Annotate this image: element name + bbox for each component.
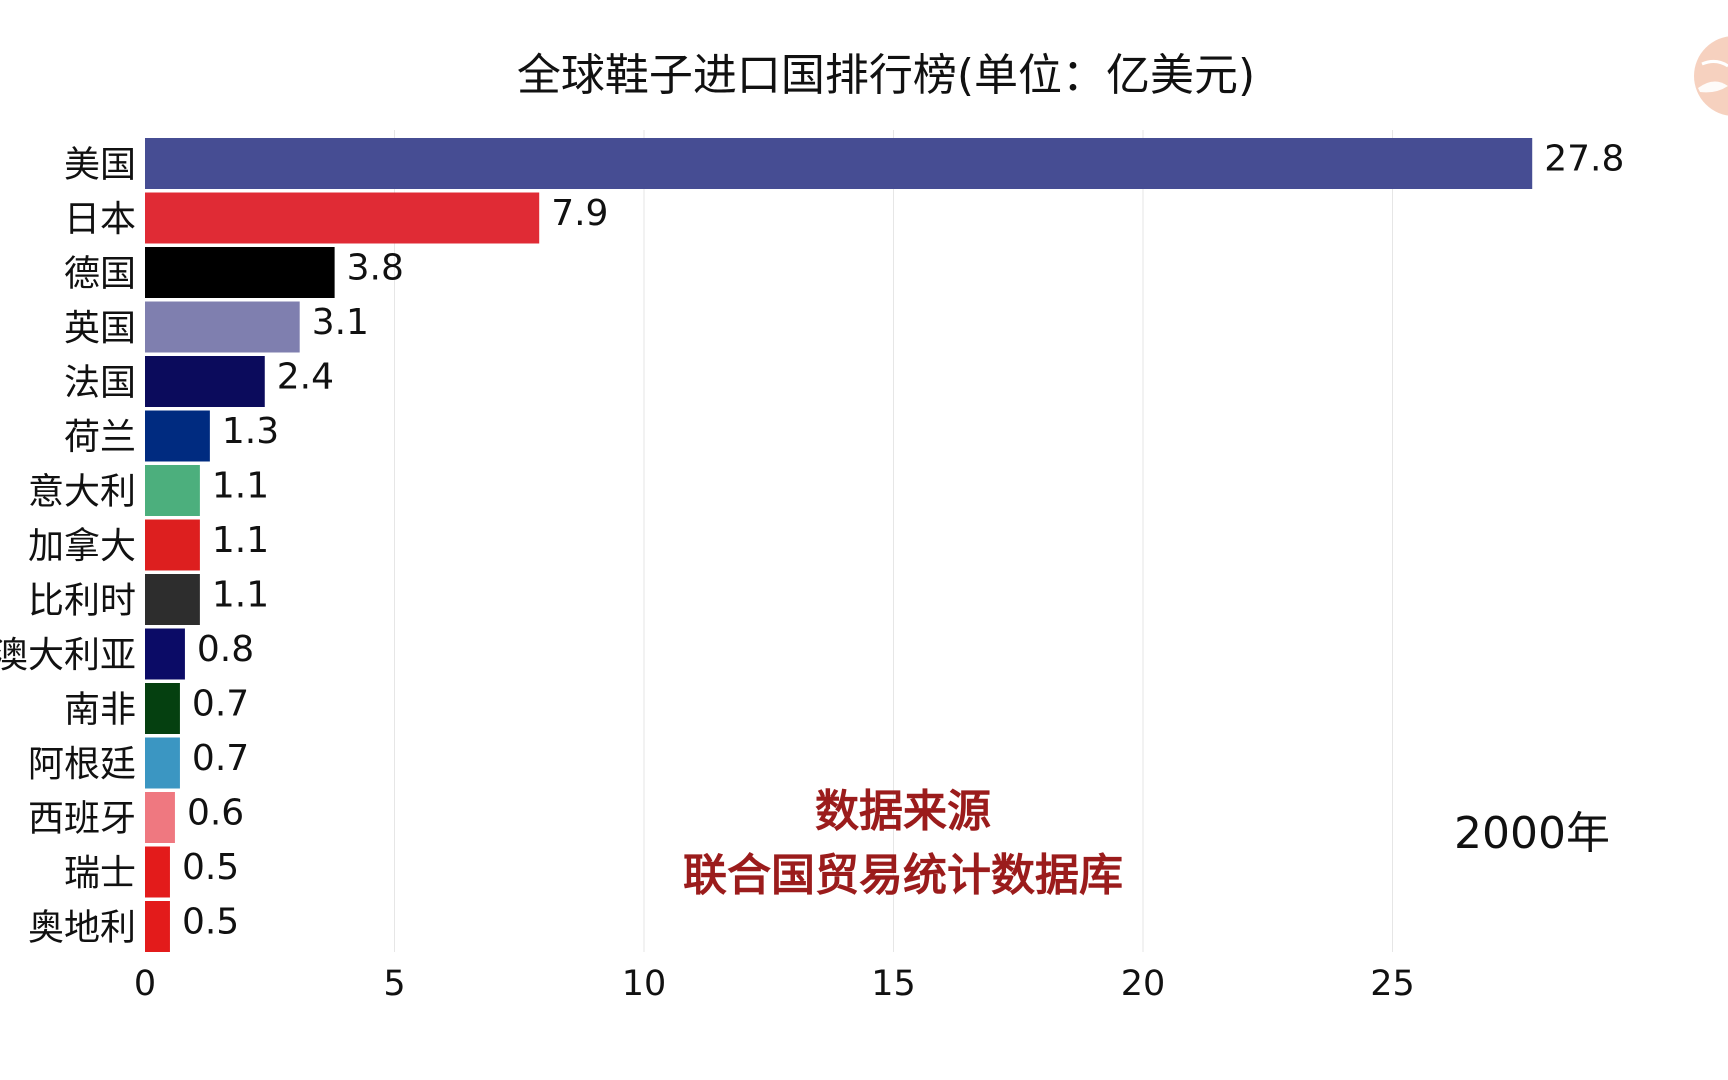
category-label: 意大利 (28, 472, 136, 513)
bar (145, 574, 200, 625)
value-label: 3.1 (312, 302, 369, 343)
category-label: 德国 (64, 254, 136, 295)
bar (145, 356, 265, 407)
category-label: 英国 (64, 308, 136, 349)
watermark-logo (1688, 28, 1728, 118)
category-label: 南非 (64, 690, 136, 731)
category-label: 比利时 (28, 581, 136, 622)
value-label: 1.3 (222, 411, 279, 452)
source-heading: 数据来源 (815, 786, 991, 837)
category-label: 奥地利 (28, 908, 136, 949)
category-label: 加拿大 (28, 526, 136, 567)
value-label: 0.5 (182, 902, 239, 943)
x-tick-label: 5 (383, 964, 405, 1004)
value-label: 1.1 (212, 520, 269, 561)
value-label: 0.7 (192, 684, 249, 725)
value-label: 3.8 (347, 248, 404, 289)
bars-layer: 美国 27.8 日本 7.9 德国 3.8 英国 3.1 法国 2.4 荷兰 1.3 意大利 1.1 加拿大… (0, 138, 1624, 952)
x-tick-label: 15 (871, 964, 916, 1004)
bar (145, 737, 180, 789)
category-label: 法国 (64, 363, 136, 404)
bar (145, 792, 175, 843)
bar (145, 465, 200, 516)
value-label: 7.9 (551, 193, 608, 234)
value-label: 1.1 (212, 466, 269, 507)
x-tick-label: 20 (1121, 964, 1166, 1004)
x-tick-label: 10 (622, 964, 667, 1004)
bar (145, 192, 540, 244)
year-label: 2000年 (1454, 808, 1610, 859)
bar (145, 846, 170, 898)
bar (145, 138, 1533, 189)
source-name: 联合国贸易统计数据库 (683, 850, 1123, 901)
category-label: 澳大利亚 (0, 635, 136, 676)
value-label: 0.5 (182, 847, 239, 888)
bar (145, 410, 210, 462)
x-tick-label: 0 (134, 964, 156, 1004)
x-axis-ticks: 0 5 10 15 20 25 (134, 964, 1415, 1004)
category-label: 瑞士 (64, 853, 136, 894)
chart-title: 全球鞋子进口国排行榜(单位：亿美元) (517, 50, 1255, 101)
value-label: 2.4 (277, 357, 334, 398)
value-label: 1.1 (212, 575, 269, 616)
value-label: 0.6 (187, 793, 244, 834)
grid-layer (394, 130, 1393, 952)
category-label: 西班牙 (28, 799, 136, 840)
category-label: 阿根廷 (28, 744, 136, 785)
category-label: 日本 (64, 199, 136, 240)
bar (145, 519, 200, 571)
value-label: 27.8 (1544, 139, 1624, 180)
bar (145, 683, 180, 734)
category-label: 美国 (64, 145, 136, 186)
value-label: 0.8 (197, 629, 254, 670)
bar (145, 901, 170, 952)
bar (145, 301, 300, 353)
bar (145, 628, 185, 680)
value-label: 0.7 (192, 738, 249, 779)
x-tick-label: 25 (1370, 964, 1415, 1004)
bar (145, 247, 335, 298)
category-label: 荷兰 (64, 417, 136, 458)
